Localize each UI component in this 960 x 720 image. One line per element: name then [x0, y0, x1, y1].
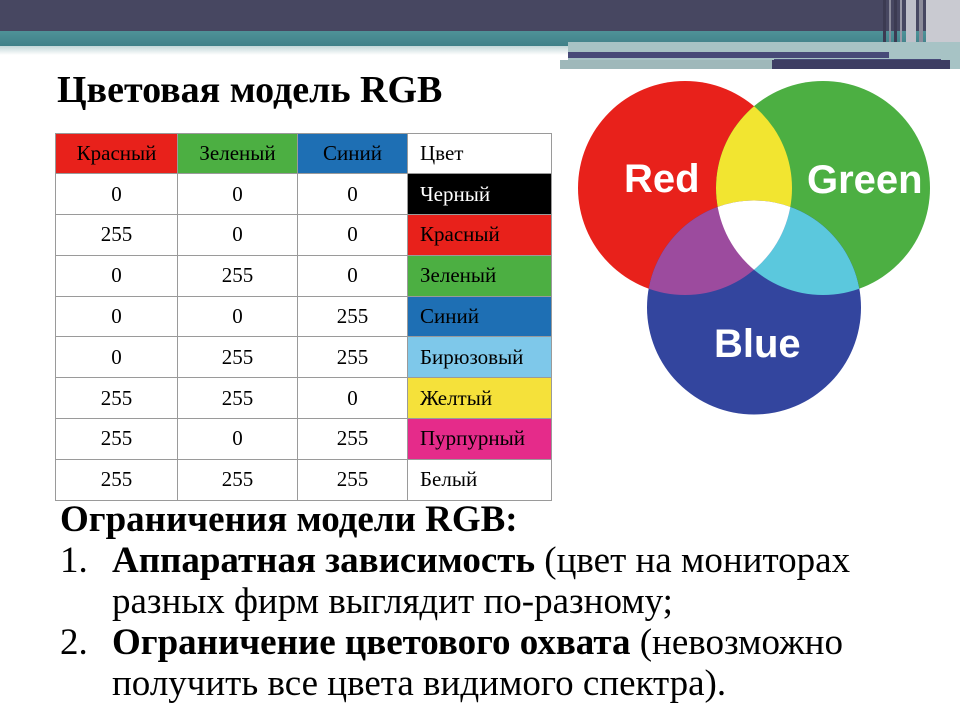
svg-text:Green: Green [807, 158, 923, 202]
svg-text:Blue: Blue [714, 322, 801, 366]
svg-text:Red: Red [624, 157, 700, 201]
